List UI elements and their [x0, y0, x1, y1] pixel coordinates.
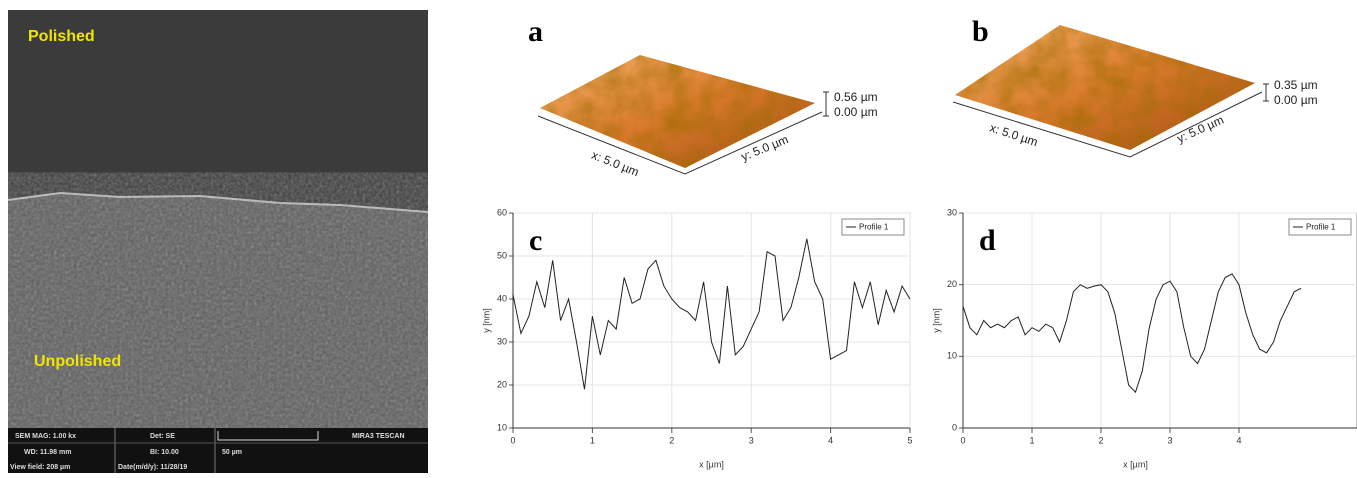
afm-axis-label: x: 5.0 µm	[590, 148, 641, 180]
y-axis-label: y [nm]	[931, 308, 941, 333]
y-tick-label: 30	[947, 207, 957, 217]
afm-scale-max: 0.35 µm	[1274, 78, 1318, 92]
afm-panel: a 0.56 µm 0.00 µm x: 5.0 µm y: 5.0 µm	[528, 15, 878, 179]
sem-info: Date(m/d/y): 11/28/19	[118, 464, 187, 471]
x-tick-label: 2	[1098, 435, 1103, 445]
sem-info: View field: 208 µm	[10, 464, 70, 471]
panel-letter: a	[528, 15, 543, 48]
y-tick-label: 60	[497, 207, 507, 217]
x-tick-label: 3	[749, 435, 754, 445]
sem-info: 50 µm	[222, 449, 242, 456]
afm-scale-min: 0.00 µm	[1274, 93, 1318, 107]
panel-letter: c	[529, 224, 542, 257]
y-tick-label: 0	[952, 422, 957, 432]
legend-label: Profile 1	[859, 223, 889, 232]
afm-panel: b 0.35 µm 0.00 µm x: 5.0 µm y: 5.0 µm	[945, 15, 1318, 157]
sem-label: Unpolished	[34, 353, 121, 370]
x-tick-label: 1	[1029, 435, 1034, 445]
sem-info: Det: SE	[150, 433, 175, 440]
panel-letter: d	[979, 224, 996, 257]
x-tick-label: 1	[590, 435, 595, 445]
y-axis-label: y [nm]	[481, 308, 491, 333]
legend-label: Profile 1	[1306, 223, 1336, 232]
y-tick-label: 10	[497, 422, 507, 432]
afm-scale-min: 0.00 µm	[834, 105, 878, 119]
y-tick-label: 10	[947, 351, 957, 361]
plot-area	[963, 213, 1357, 428]
x-tick-label: 4	[1236, 435, 1241, 445]
sem-label: Polished	[28, 28, 95, 45]
sem-info: MIRA3 TESCAN	[352, 433, 405, 440]
afm-axis-label: x: 5.0 µm	[988, 121, 1039, 150]
sem-info: WD: 11.98 mm	[24, 449, 71, 456]
y-tick-label: 20	[497, 379, 507, 389]
y-tick-label: 50	[497, 250, 507, 260]
y-tick-label: 30	[497, 336, 507, 346]
x-tick-label: 0	[510, 435, 515, 445]
x-tick-label: 3	[1167, 435, 1172, 445]
x-tick-label: 2	[669, 435, 674, 445]
x-tick-label: 4	[828, 435, 833, 445]
sem-info: BI: 10.00	[150, 449, 179, 456]
afm-scale-max: 0.56 µm	[834, 90, 878, 104]
x-tick-label: 0	[960, 435, 965, 445]
panel-letter: b	[972, 15, 989, 48]
figure: Polished Unpolished SEM MAG: 1.00 kx Det…	[0, 0, 1357, 473]
y-tick-label: 40	[497, 293, 507, 303]
x-axis-label: x [µm]	[699, 459, 724, 469]
x-axis-label: x [µm]	[1123, 459, 1148, 469]
y-tick-label: 20	[947, 279, 957, 289]
sem-image: Polished Unpolished SEM MAG: 1.00 kx Det…	[8, 10, 428, 473]
sem-info: SEM MAG: 1.00 kx	[15, 433, 76, 440]
x-tick-label: 5	[907, 435, 912, 445]
